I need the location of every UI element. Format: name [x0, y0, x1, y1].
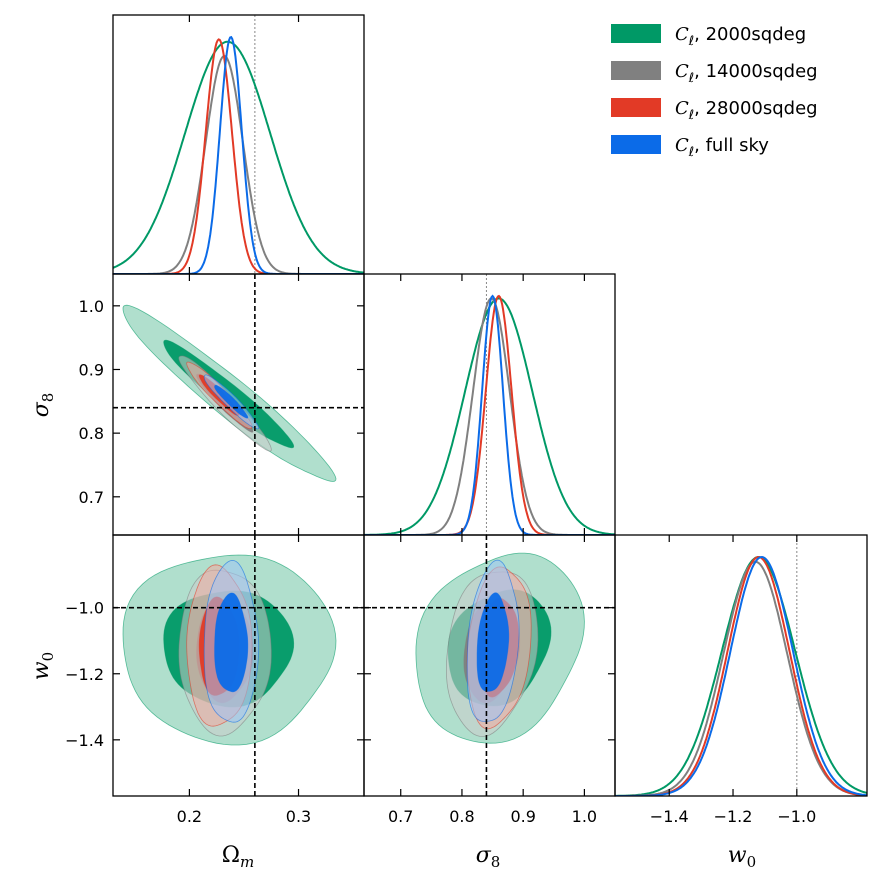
legend-swatch: [611, 135, 661, 154]
contour-68-series-3: [214, 592, 249, 693]
contour-panel-Om-w0: [113, 535, 364, 796]
y-tick-label: −1.4: [65, 731, 104, 750]
contour-68-series-3: [214, 384, 249, 419]
marginal-curve-series-3: [113, 35, 364, 274]
marginal-curve-series-3: [364, 294, 615, 535]
x-tick-label: 0.8: [449, 807, 474, 826]
marginal-panel-Om: [113, 15, 364, 274]
x-axis-label-s8: σ8: [476, 843, 501, 871]
contour-68-series-3: [476, 592, 510, 692]
x-tick-label: −1.0: [777, 807, 816, 826]
marginal-panel-w0: [615, 535, 867, 796]
y-tick-label: −1.0: [65, 599, 104, 618]
x-axis-label-Om: Ωm: [222, 843, 254, 871]
marginal-curve-series-2: [364, 294, 615, 535]
x-tick-label: 0.2: [177, 807, 202, 826]
marginal-curve-series-3: [615, 555, 867, 796]
panel-frame: [112, 14, 365, 275]
marginal-panel-s8: [364, 274, 615, 535]
x-tick-label: 0.7: [388, 807, 413, 826]
y-axis-label-s8: σ8: [29, 393, 57, 418]
contour-panel-Om-s8: [113, 274, 364, 535]
panel-frame: [614, 534, 868, 797]
y-tick-label: −1.2: [65, 665, 104, 684]
marginal-curve-series-2: [113, 38, 364, 274]
legend-label: Cℓ, 14000sqdeg: [675, 61, 818, 86]
legend-swatch: [611, 24, 661, 43]
y-tick-label: 0.7: [79, 488, 104, 507]
legend-label: Cℓ, full sky: [675, 135, 769, 160]
x-tick-label: 0.3: [286, 807, 311, 826]
marginal-curve-series-0: [364, 297, 615, 535]
y-tick-label: 0.8: [79, 424, 104, 443]
legend-swatch: [611, 61, 661, 80]
legend-swatch: [611, 98, 661, 117]
y-tick-label: 1.0: [79, 297, 104, 316]
x-tick-label: −1.2: [714, 807, 753, 826]
x-tick-label: 1.0: [572, 807, 597, 826]
y-axis-label-w0: w0: [29, 652, 57, 680]
y-tick-label: 0.9: [79, 360, 104, 379]
marginal-curve-series-1: [615, 560, 867, 796]
legend: Cℓ, 2000sqdeg Cℓ, 14000sqdeg Cℓ, 28000sqde…: [611, 24, 818, 160]
legend-label: Cℓ, 2000sqdeg: [675, 24, 806, 49]
marginal-curve-series-1: [364, 297, 615, 535]
x-tick-label: 0.9: [510, 807, 535, 826]
legend-label: Cℓ, 28000sqdeg: [675, 98, 818, 123]
marginal-curve-series-0: [113, 40, 364, 274]
x-tick-label: −1.4: [650, 807, 689, 826]
x-axis-label-w0: w0: [728, 843, 756, 871]
contour-panel-s8-w0: [364, 535, 615, 796]
